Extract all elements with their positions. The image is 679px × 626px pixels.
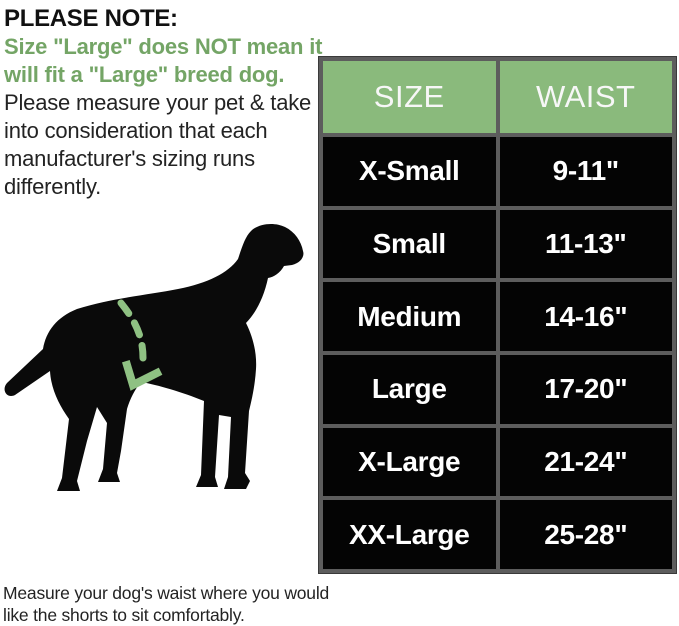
- size-cell: X-Small: [323, 137, 496, 206]
- note-title: PLEASE NOTE:: [4, 5, 178, 32]
- waist-cell: 11-13": [499, 209, 672, 279]
- size-cell: X-Large: [323, 427, 496, 497]
- note-block: PLEASE NOTE: Size "Large" does NOT mean …: [4, 4, 326, 201]
- measure-caption: Measure your dog's waist where you would…: [3, 583, 330, 625]
- waist-cell: 14-16": [499, 282, 672, 351]
- waist-measure-arrowhead: [122, 360, 163, 391]
- dog-silhouette-svg: [4, 223, 304, 491]
- column-header-size: SIZE: [323, 61, 496, 133]
- column-header-waist: WAIST: [499, 61, 672, 133]
- dog-silhouette: [4, 223, 304, 491]
- waist-measure-dashed-line: [117, 299, 147, 362]
- size-cell: Medium: [323, 282, 496, 351]
- note-body: Please measure your pet & take into cons…: [4, 90, 312, 199]
- size-cell: XX-Large: [323, 500, 496, 569]
- size-chart-table: SIZE WAIST X-Small 9-11" Small 11-13" Me…: [318, 56, 677, 574]
- note-highlight: Size "Large" does NOT mean it will fit a…: [4, 34, 323, 87]
- waist-cell: 25-28": [499, 500, 672, 569]
- waist-cell: 9-11": [499, 137, 672, 206]
- dog-illustration: [0, 213, 320, 513]
- size-cell: Large: [323, 354, 496, 424]
- waist-cell: 21-24": [499, 427, 672, 497]
- size-cell: Small: [323, 209, 496, 279]
- waist-cell: 17-20": [499, 354, 672, 424]
